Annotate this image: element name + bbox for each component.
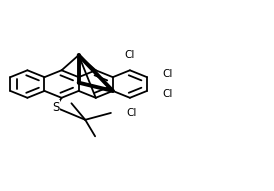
- Text: Cl: Cl: [126, 108, 136, 118]
- Text: Cl: Cl: [162, 69, 172, 79]
- Text: Cl: Cl: [162, 89, 172, 99]
- Text: Cl: Cl: [125, 50, 135, 60]
- Text: S: S: [52, 101, 59, 114]
